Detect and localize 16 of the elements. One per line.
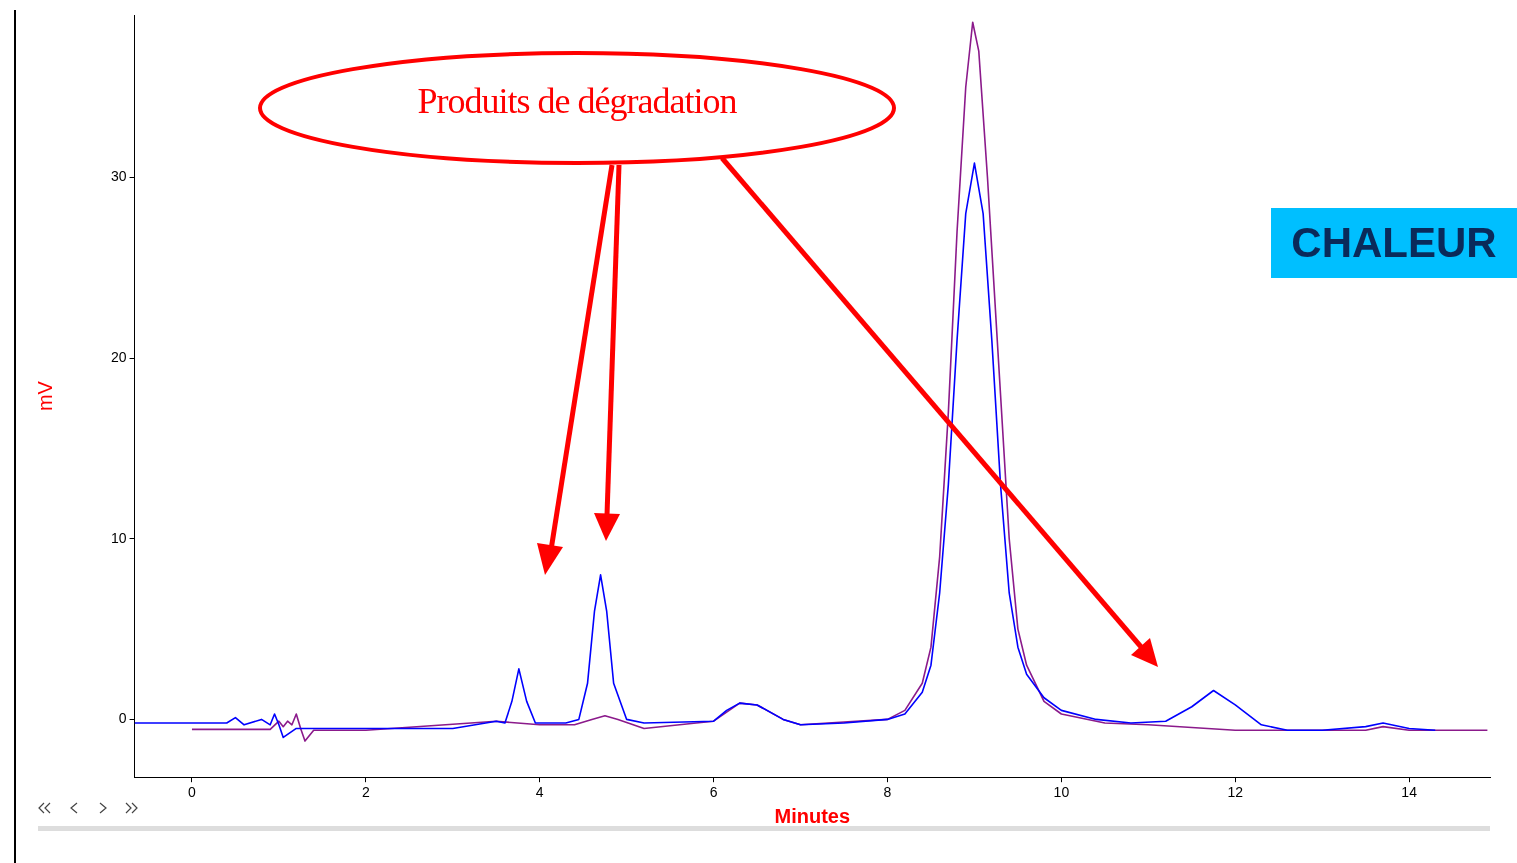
annotation: CHALEUR <box>1271 208 1517 278</box>
y-tick-label: 10 <box>110 529 127 546</box>
x-tick-label: 10 <box>1053 784 1070 801</box>
x-axis-title: Minutes <box>774 804 851 827</box>
annotation: Produits de dégradation <box>416 80 738 122</box>
y-tick-label: 30 <box>110 168 127 185</box>
y-axis-title: mV <box>33 380 56 412</box>
x-tick-label: 0 <box>188 784 197 801</box>
x-tick-label: 2 <box>361 784 370 801</box>
x-tick-label: 14 <box>1401 784 1418 801</box>
x-tick-label: 12 <box>1227 784 1244 801</box>
y-tick-label: 20 <box>110 349 127 366</box>
y-tick-label: 0 <box>118 710 127 727</box>
x-tick-label: 8 <box>883 784 892 801</box>
x-tick-label: 4 <box>535 784 544 801</box>
x-tick-label: 6 <box>709 784 718 801</box>
